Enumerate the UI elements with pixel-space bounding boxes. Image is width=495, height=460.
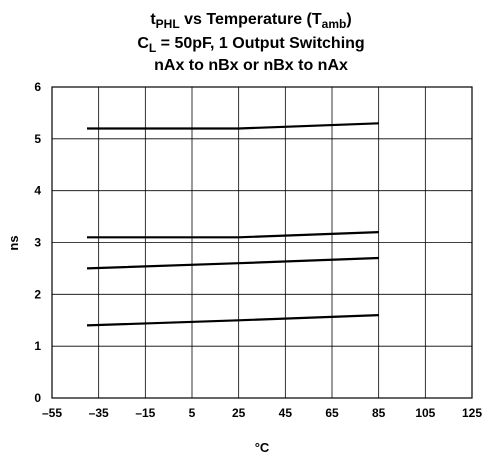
plot-frame xyxy=(51,86,473,399)
x-tick-label: 45 xyxy=(279,406,293,420)
x-tick-label: –35 xyxy=(89,406,109,420)
x-tick-label: 125 xyxy=(462,406,482,420)
x-axis-label: °C xyxy=(255,440,270,455)
x-tick-label: 85 xyxy=(372,406,386,420)
y-tick-label: 6 xyxy=(34,80,41,94)
y-tick-label: 3 xyxy=(34,236,41,250)
chart-title-line-2: CL = 50pF, 1 Output Switching xyxy=(137,35,364,55)
y-tick-label: 4 xyxy=(34,184,41,198)
series-line-3 xyxy=(86,256,379,270)
chart-title-line-1: tPHL vs Temperature (Tamb) xyxy=(150,11,351,31)
y-tick-labels: 0 1 2 3 4 5 6 xyxy=(34,80,41,405)
series-line-4 xyxy=(86,314,379,327)
series-line-2 xyxy=(87,231,379,239)
series-group xyxy=(86,122,379,327)
x-tick-label: 65 xyxy=(325,406,339,420)
series-line-1 xyxy=(87,122,379,130)
y-tick-label: 5 xyxy=(34,132,41,146)
x-tick-label: 105 xyxy=(415,406,435,420)
x-tick-labels: –55 –35 –15 5 25 45 65 85 105 125 xyxy=(42,406,482,420)
y-axis-label: ns xyxy=(6,235,21,250)
grid xyxy=(51,86,473,399)
y-tick-label: 0 xyxy=(34,391,41,405)
x-tick-label: 5 xyxy=(189,406,196,420)
x-tick-label: 25 xyxy=(232,406,246,420)
x-tick-label: –55 xyxy=(42,406,62,420)
y-tick-label: 2 xyxy=(34,287,41,301)
y-tick-label: 1 xyxy=(34,339,41,353)
chart-title-line-3: nAx to nBx or nBx to nAx xyxy=(154,57,348,74)
x-tick-label: –15 xyxy=(135,406,155,420)
